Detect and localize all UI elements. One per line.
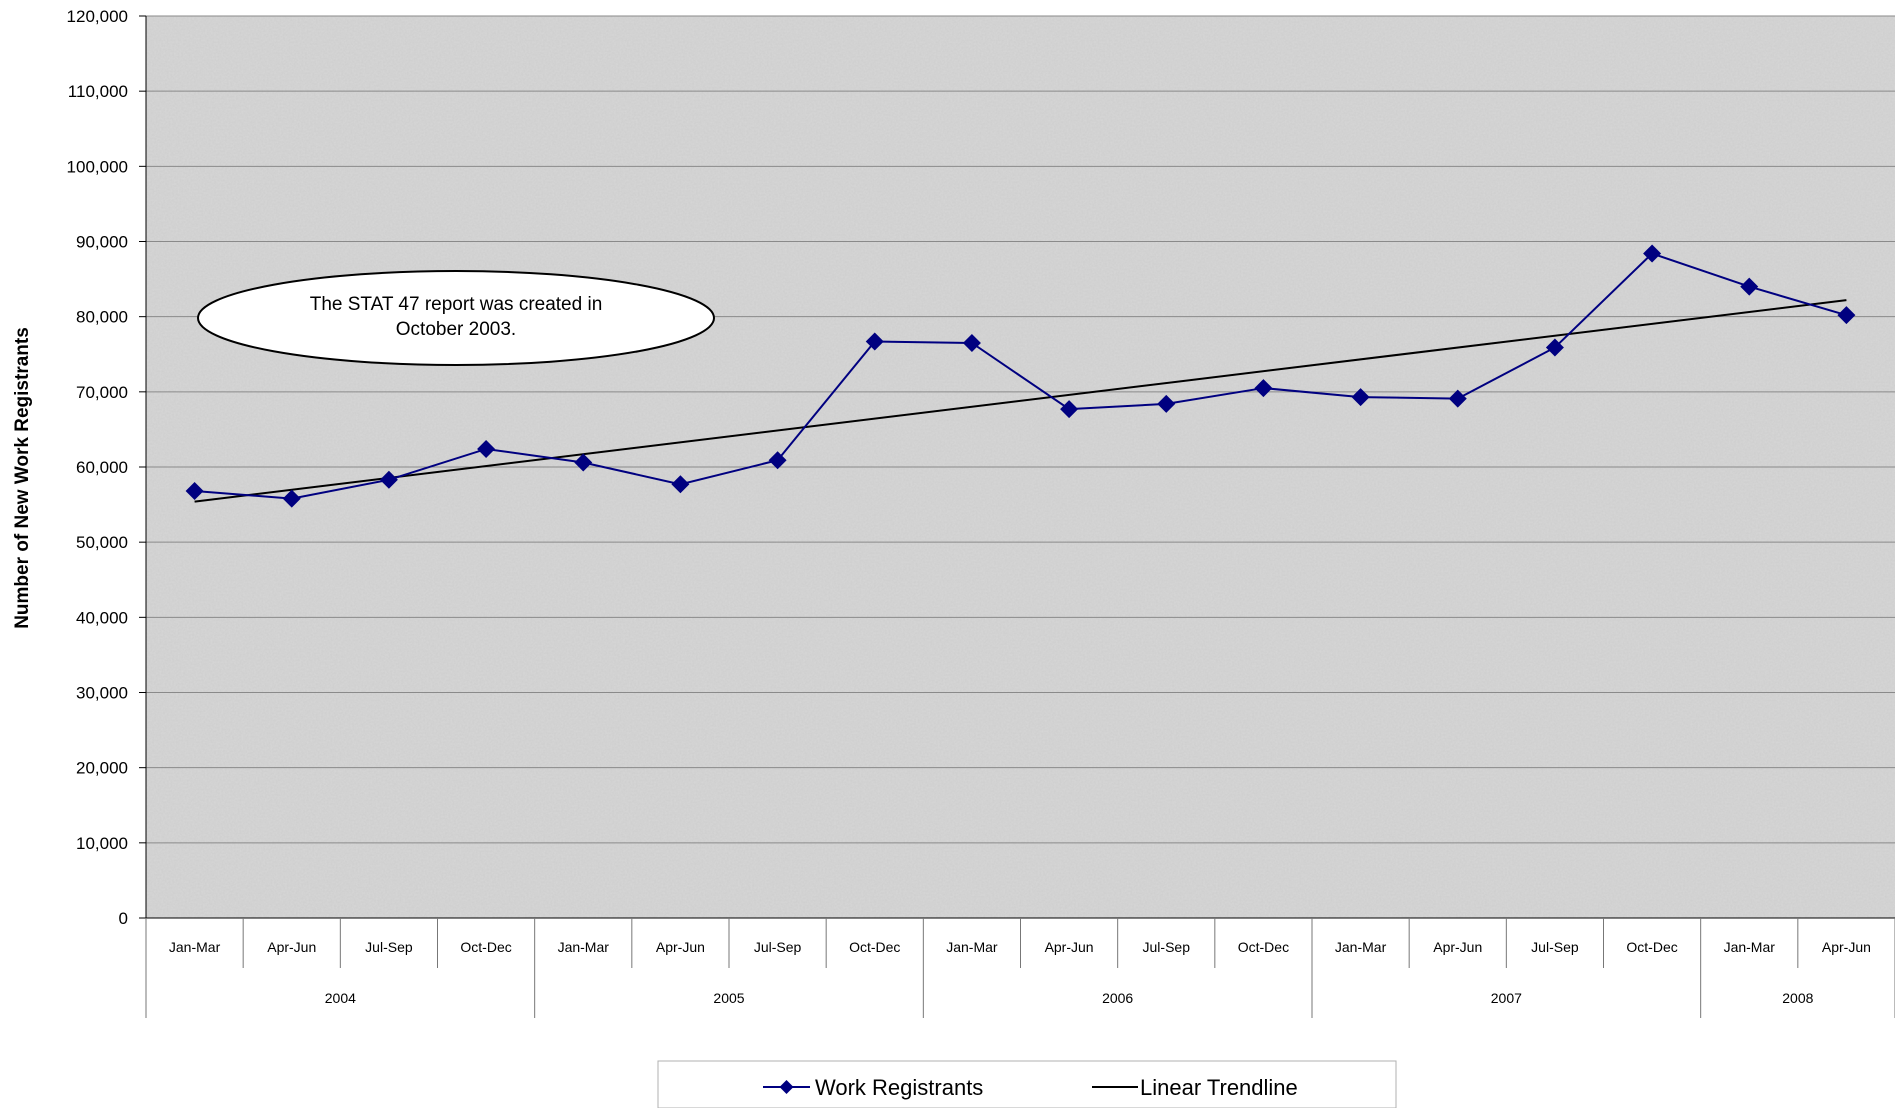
x-tick-label: Jan-Mar <box>946 939 998 955</box>
legend-label-trendline: Linear Trendline <box>1140 1075 1298 1100</box>
data-point <box>865 332 884 351</box>
x-tick-label: Jul-Sep <box>1143 939 1191 955</box>
x-tick-label: Jul-Sep <box>365 939 413 955</box>
annotation-callout: The STAT 47 report was created in Octobe… <box>197 270 715 366</box>
x-tick-label: Jan-Mar <box>558 939 610 955</box>
y-tick-label: 0 <box>119 909 128 928</box>
data-point <box>671 475 690 494</box>
legend-box <box>657 1060 1397 1108</box>
y-tick-label: 110,000 <box>68 82 128 101</box>
x-tick-label: Jul-Sep <box>754 939 802 955</box>
data-point <box>574 453 593 472</box>
trend-line <box>194 299 1847 503</box>
y-tick-label: 50,000 <box>76 533 128 552</box>
series-line-work-registrants <box>194 252 1847 500</box>
annotation-line-2: October 2003. <box>396 319 516 340</box>
data-point <box>1545 338 1564 357</box>
data-point <box>185 482 204 501</box>
y-tick-label: 40,000 <box>76 608 128 627</box>
y-axis-label: Number of New Work Registrants <box>12 327 33 629</box>
data-point <box>477 439 496 458</box>
legend-label-work-registrants: Work Registrants <box>815 1075 983 1100</box>
year-label: 2006 <box>1102 990 1133 1006</box>
legend-marker-diamond <box>779 1080 794 1094</box>
data-point <box>1837 306 1856 325</box>
y-tick-label: 60,000 <box>76 458 128 477</box>
data-point <box>282 489 301 508</box>
data-point <box>1643 244 1662 263</box>
data-point <box>1157 394 1176 413</box>
data-point <box>379 470 398 489</box>
year-label: 2004 <box>325 990 356 1006</box>
year-label: 2005 <box>713 990 744 1006</box>
data-point <box>1351 388 1370 407</box>
x-tick-label: Apr-Jun <box>1822 939 1871 955</box>
annotation-line-1: The STAT 47 report was created in <box>310 294 603 315</box>
series-markers <box>185 244 1856 508</box>
x-tick-label: Jul-Sep <box>1531 939 1579 955</box>
x-tick-label: Apr-Jun <box>1045 939 1094 955</box>
annotation-ellipse <box>197 270 715 366</box>
x-tick-label: Apr-Jun <box>656 939 705 955</box>
x-tick-label: Jan-Mar <box>169 939 221 955</box>
legend: Work Registrants Linear Trendline <box>657 1060 1397 1108</box>
x-tick-label: Apr-Jun <box>1433 939 1482 955</box>
y-tick-label: 10,000 <box>76 834 128 853</box>
year-label: 2007 <box>1491 990 1522 1006</box>
year-label: 2008 <box>1782 990 1813 1006</box>
x-tick-label: Oct-Dec <box>460 939 511 955</box>
data-point <box>1740 277 1759 296</box>
x-tick-label: Oct-Dec <box>1626 939 1677 955</box>
x-tick-label: Jan-Mar <box>1724 939 1776 955</box>
gridlines <box>146 15 1895 844</box>
data-point <box>962 333 981 352</box>
y-tick-label: 90,000 <box>76 233 128 252</box>
data-point <box>1254 379 1273 398</box>
data-point <box>1448 389 1467 408</box>
y-tick-label: 30,000 <box>76 684 128 703</box>
y-tick-label: 70,000 <box>76 383 128 402</box>
data-point <box>768 451 787 470</box>
data-point <box>1060 400 1079 419</box>
y-tick-label: 100,000 <box>67 157 128 176</box>
y-axis: 0 10,000 20,000 30,000 40,000 50,000 60,000 70,… <box>67 7 147 928</box>
x-tick-label: Apr-Jun <box>267 939 316 955</box>
x-tick-label: Oct-Dec <box>1238 939 1289 955</box>
x-axis: Jan-Mar Apr-Jun Jul-Sep Oct-Dec Jan-Mar Apr-J… <box>145 917 1895 1018</box>
y-tick-label: 20,000 <box>76 759 128 778</box>
y-tick-label: 80,000 <box>76 308 128 327</box>
x-tick-label: Oct-Dec <box>849 939 900 955</box>
y-tick-label: 120,000 <box>67 7 128 26</box>
x-tick-label: Jan-Mar <box>1335 939 1387 955</box>
